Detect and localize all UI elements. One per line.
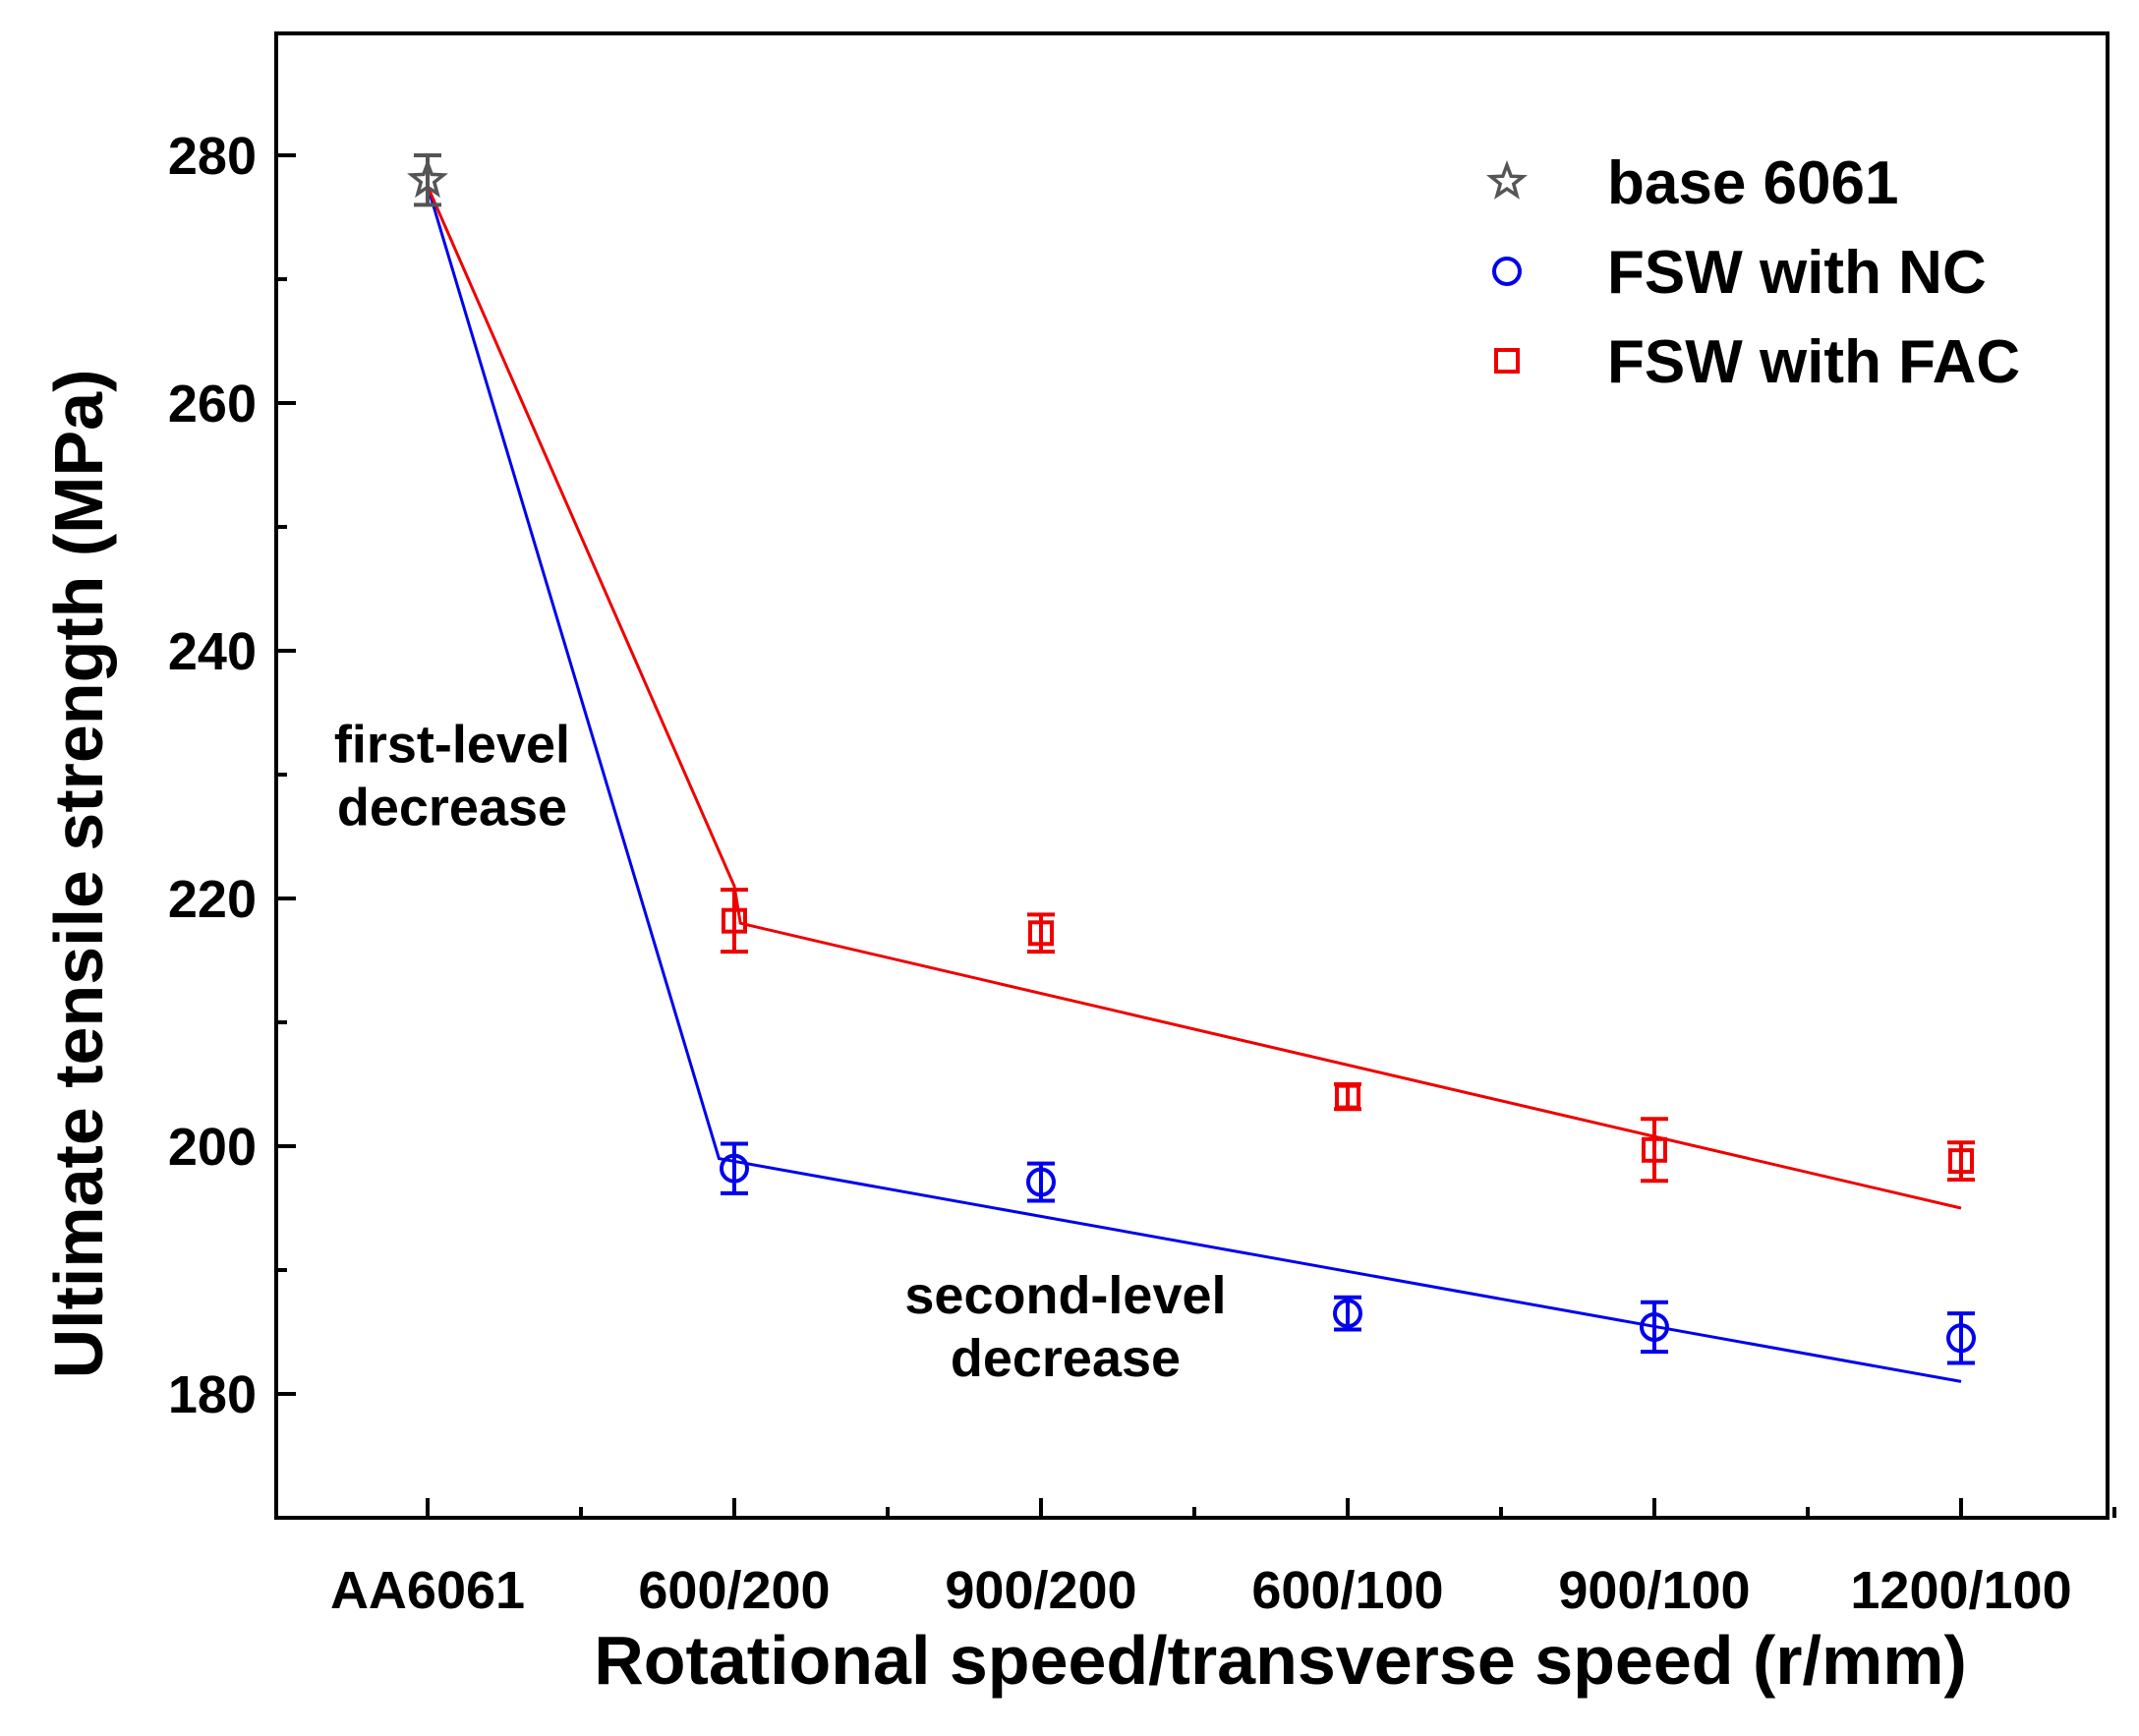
annotation-text: decrease <box>337 778 567 837</box>
trend-line <box>426 186 1962 1383</box>
legend: base 6061 FSW with NC FSW with FAC <box>1486 149 2020 396</box>
annotation-text: second-level <box>904 1266 1226 1325</box>
legend-marker <box>1486 160 1528 200</box>
legend-label: FSW with FAC <box>1607 328 2020 396</box>
y-tick-label: 180 <box>168 1365 257 1424</box>
y-axis-title: Ultimate tensile strength (MPa) <box>40 370 117 1379</box>
y-tick-label: 280 <box>168 127 257 186</box>
trend-line <box>426 185 1962 1210</box>
data-point-marker <box>1640 1311 1669 1342</box>
legend-label: FSW with NC <box>1607 239 1987 307</box>
data-point-marker <box>1026 1167 1056 1197</box>
annotation-text: decrease <box>951 1329 1181 1388</box>
legend-marker <box>1494 348 1520 374</box>
data-point-marker <box>1948 1148 1974 1175</box>
data-point-marker <box>720 1153 749 1184</box>
x-tick-label: AA6061 <box>330 1561 525 1620</box>
x-tick-label: 900/200 <box>945 1561 1136 1620</box>
legend-label: base 6061 <box>1607 149 1898 217</box>
axes: 180 200 220 240 260 280 AA6061 600/200 900/200 60… <box>168 127 2116 1620</box>
x-axis-title: Rotational speed/transverse speed (r/mm) <box>594 1622 1967 1699</box>
data-point-marker <box>1333 1299 1362 1329</box>
trend-lines <box>426 185 1962 1383</box>
annotation-text: first-level <box>334 715 570 774</box>
y-tick-label: 240 <box>168 622 257 681</box>
y-tick-label: 220 <box>168 870 257 929</box>
x-tick-label: 1200/100 <box>1850 1561 2071 1620</box>
x-tick-label: 600/100 <box>1251 1561 1443 1620</box>
data-point-marker <box>1642 1136 1667 1163</box>
x-tick-label: 900/100 <box>1558 1561 1750 1620</box>
data-points <box>407 153 1976 1365</box>
data-point-marker <box>1946 1323 1976 1354</box>
data-point-marker <box>1335 1083 1360 1110</box>
data-point-marker <box>407 158 448 199</box>
y-tick-label: 200 <box>168 1118 257 1177</box>
legend-marker <box>1492 257 1522 286</box>
x-tick-label: 600/200 <box>638 1561 830 1620</box>
data-point-marker <box>1028 920 1054 947</box>
y-tick-label: 260 <box>168 375 257 434</box>
data-point-marker <box>722 907 747 934</box>
